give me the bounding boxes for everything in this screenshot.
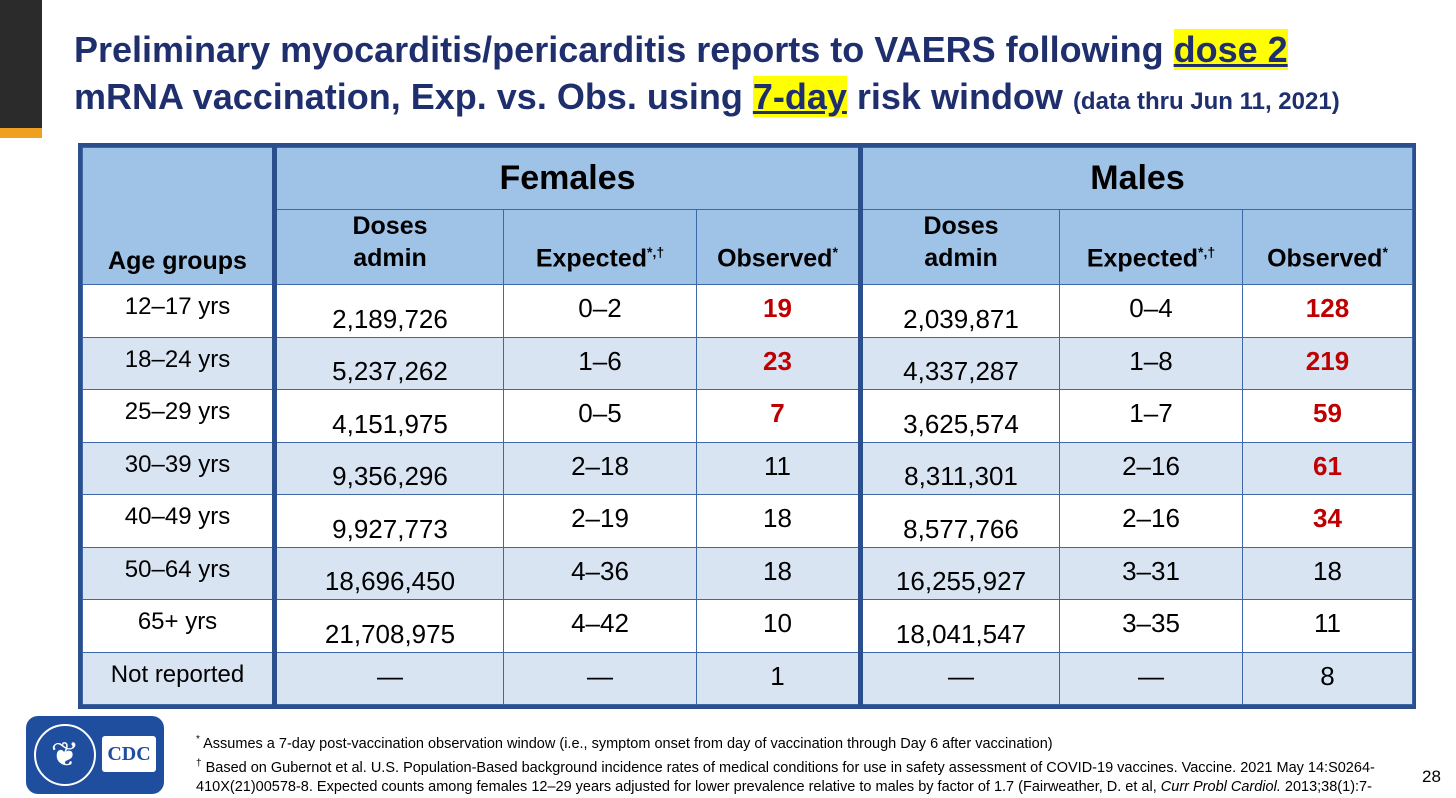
m-expected-header: Expected*,† [1059,209,1243,285]
m-observed-cell: 219 [1242,336,1413,390]
age-cell: 50–64 yrs [82,546,277,600]
f-doses-cell: 4,151,975 [274,389,504,443]
table-row: 25–29 yrs 4,151,975 0–5 7 3,625,574 1–7 … [82,389,1413,443]
table-row: 12–17 yrs 2,189,726 0–2 19 2,039,871 0–4… [82,284,1413,338]
table-row: 65+ yrs 21,708,975 4–42 10 18,041,547 3–… [82,599,1413,653]
m-doses-cell: 2,039,871 [860,284,1060,338]
f-expected-cell: 1–6 [503,336,697,390]
m-observed-cell: 34 [1242,494,1413,548]
table-row: Not reported — — 1 — — 8 [82,651,1413,705]
f-observed-cell: 23 [696,336,863,390]
footnotes: * Assumes a 7-day post-vaccination obser… [196,730,1386,798]
m-expected-cell: 1–7 [1059,389,1243,443]
cdc-logo: ❦ CDC [26,716,164,794]
f-doses-cell: 18,696,450 [274,546,504,600]
side-bar-accent [0,128,42,138]
m-observed-cell: 11 [1242,599,1413,653]
m-expected-cell: 3–31 [1059,546,1243,600]
title-highlight-7day: 7-day [752,76,847,117]
f-expected-cell: 0–5 [503,389,697,443]
title-line2-prefix: mRNA vaccination, Exp. vs. Obs. using [74,76,753,117]
m-observed-cell: 61 [1242,441,1413,495]
m-expected-cell: 3–35 [1059,599,1243,653]
slide-title: Preliminary myocarditis/pericarditis rep… [74,26,1434,125]
females-header: Females [274,147,863,210]
footnote-1: * Assumes a 7-day post-vaccination obser… [196,734,1053,752]
f-doses-cell: — [274,651,504,705]
f-doses-cell: 5,237,262 [274,336,504,390]
f-doses-cell: 21,708,975 [274,599,504,653]
f-expected-cell: 0–2 [503,284,697,338]
m-doses-cell: 8,311,301 [860,441,1060,495]
m-observed-cell: 8 [1242,651,1413,705]
m-doses-cell: — [860,651,1060,705]
m-doses-cell: 4,337,287 [860,336,1060,390]
f-observed-cell: 1 [696,651,863,705]
f-expected-header: Expected*,† [503,209,697,285]
page-number: 28 [1422,767,1441,786]
age-cell: 30–39 yrs [82,441,277,495]
m-expected-cell: 0–4 [1059,284,1243,338]
table-row: 30–39 yrs 9,356,296 2–18 11 8,311,301 2–… [82,441,1413,495]
age-groups-header: Age groups [82,147,277,285]
f-expected-cell: 4–36 [503,546,697,600]
table-row: 18–24 yrs 5,237,262 1–6 23 4,337,287 1–8… [82,336,1413,390]
m-observed-header: Observed* [1242,209,1413,285]
title-highlight-dose2: dose 2 [1173,29,1288,70]
age-cell: 40–49 yrs [82,494,277,548]
age-cell: 65+ yrs [82,599,277,653]
f-observed-cell: 18 [696,546,863,600]
side-bar-dark [0,0,42,128]
f-expected-cell: 2–19 [503,494,697,548]
f-observed-cell: 10 [696,599,863,653]
f-observed-cell: 7 [696,389,863,443]
m-doses-cell: 3,625,574 [860,389,1060,443]
title-line2-suffix: risk window [846,76,1073,117]
age-cell: Not reported [82,651,277,705]
f-doses-cell: 9,356,296 [274,441,504,495]
results-table-frame: Age groups Females Males Doses admin Expe… [78,143,1416,709]
table-row: 40–49 yrs 9,927,773 2–19 18 8,577,766 2–… [82,494,1413,548]
footnote-2: † Based on Gubernot et al. U.S. Populati… [196,757,1375,798]
hhs-eagle-seal-icon: ❦ [34,724,96,786]
f-observed-header: Observed* [696,209,863,285]
results-table: Age groups Females Males Doses admin Expe… [82,147,1413,705]
m-doses-cell: 18,041,547 [860,599,1060,653]
m-doses-header: Doses admin [860,209,1060,285]
f-expected-cell: 4–42 [503,599,697,653]
f-expected-cell: — [503,651,697,705]
f-doses-cell: 9,927,773 [274,494,504,548]
title-data-date: (data thru Jun 11, 2021) [1072,88,1340,115]
f-doses-header: Doses admin [274,209,504,285]
cdc-logo-text: CDC [102,736,156,772]
age-cell: 12–17 yrs [82,284,277,338]
title-line1-prefix: Preliminary myocarditis/pericarditis rep… [74,29,1174,70]
m-doses-cell: 8,577,766 [860,494,1060,548]
age-cell: 25–29 yrs [82,389,277,443]
f-observed-cell: 18 [696,494,863,548]
f-expected-cell: 2–18 [503,441,697,495]
m-expected-cell: 2–16 [1059,494,1243,548]
age-cell: 18–24 yrs [82,336,277,390]
m-expected-cell: 2–16 [1059,441,1243,495]
m-observed-cell: 59 [1242,389,1413,443]
m-observed-cell: 128 [1242,284,1413,338]
m-expected-cell: 1–8 [1059,336,1243,390]
f-doses-cell: 2,189,726 [274,284,504,338]
f-observed-cell: 11 [696,441,863,495]
table-body: 12–17 yrs 2,189,726 0–2 19 2,039,871 0–4… [82,284,1413,705]
males-header: Males [860,147,1413,210]
m-expected-cell: — [1059,651,1243,705]
f-observed-cell: 19 [696,284,863,338]
table-row: 50–64 yrs 18,696,450 4–36 18 16,255,927 … [82,546,1413,600]
m-observed-cell: 18 [1242,546,1413,600]
m-doses-cell: 16,255,927 [860,546,1060,600]
